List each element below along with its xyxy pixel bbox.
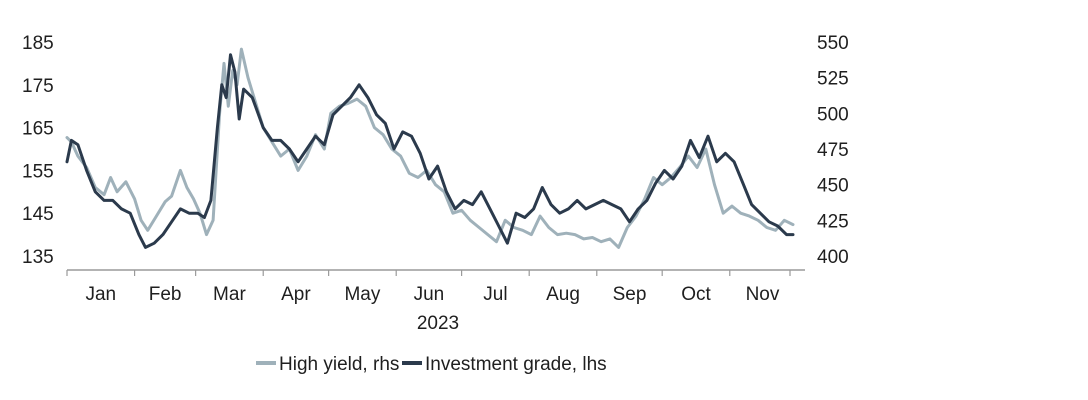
series-line-high-yield bbox=[65, 47, 795, 249]
x-axis-tick-label: Jun bbox=[414, 284, 445, 305]
x-axis-tick-label: Sep bbox=[613, 284, 647, 305]
x-axis-tick-label: Jan bbox=[85, 284, 116, 305]
x-axis-tick-label: Jul bbox=[483, 284, 507, 305]
x-axis-tick-label: Feb bbox=[149, 284, 182, 305]
x-axis-tick-label: Oct bbox=[681, 284, 711, 305]
x-axis-tick-label: May bbox=[344, 284, 380, 305]
x-axis-year-label: 2023 bbox=[417, 313, 459, 334]
left-axis-tick-label: 165 bbox=[22, 119, 54, 140]
x-axis-tick-labels: Jan Feb Mar Apr May Jun Jul Aug Sep Oct Nov bbox=[85, 284, 779, 305]
right-axis-tick-label: 425 bbox=[817, 211, 849, 232]
right-axis-tick-label: 450 bbox=[817, 176, 849, 197]
left-axis-tick-label: 175 bbox=[22, 76, 54, 97]
x-axis-ticks bbox=[66, 270, 791, 276]
x-axis-tick-label: Aug bbox=[546, 284, 580, 305]
x-axis-tick-label: Mar bbox=[213, 284, 246, 305]
left-axis-tick-label: 155 bbox=[22, 161, 54, 182]
right-axis-tick-label: 500 bbox=[817, 104, 849, 125]
left-axis-tick-labels: 135 145 155 165 175 185 bbox=[22, 33, 54, 268]
x-axis-tick-label: Nov bbox=[746, 284, 780, 305]
right-axis-tick-label: 400 bbox=[817, 247, 849, 268]
right-axis-tick-label: 525 bbox=[817, 69, 849, 90]
legend-label-investment-grade: Investment grade, lhs bbox=[425, 354, 607, 375]
left-axis-tick-label: 145 bbox=[22, 204, 54, 225]
right-axis-tick-label: 475 bbox=[817, 140, 849, 161]
left-axis-tick-label: 135 bbox=[22, 247, 54, 268]
x-axis-tick-label: Apr bbox=[281, 284, 311, 305]
right-axis-tick-labels: 400 425 450 475 500 525 550 bbox=[817, 33, 849, 268]
legend: High yield, rhs Investment grade, lhs bbox=[256, 354, 607, 375]
plot-area bbox=[65, 47, 795, 249]
legend-label-high-yield: High yield, rhs bbox=[279, 354, 399, 375]
left-axis-tick-label: 185 bbox=[22, 33, 54, 54]
right-axis-tick-label: 550 bbox=[817, 33, 849, 54]
series-line-investment-grade bbox=[65, 53, 795, 249]
